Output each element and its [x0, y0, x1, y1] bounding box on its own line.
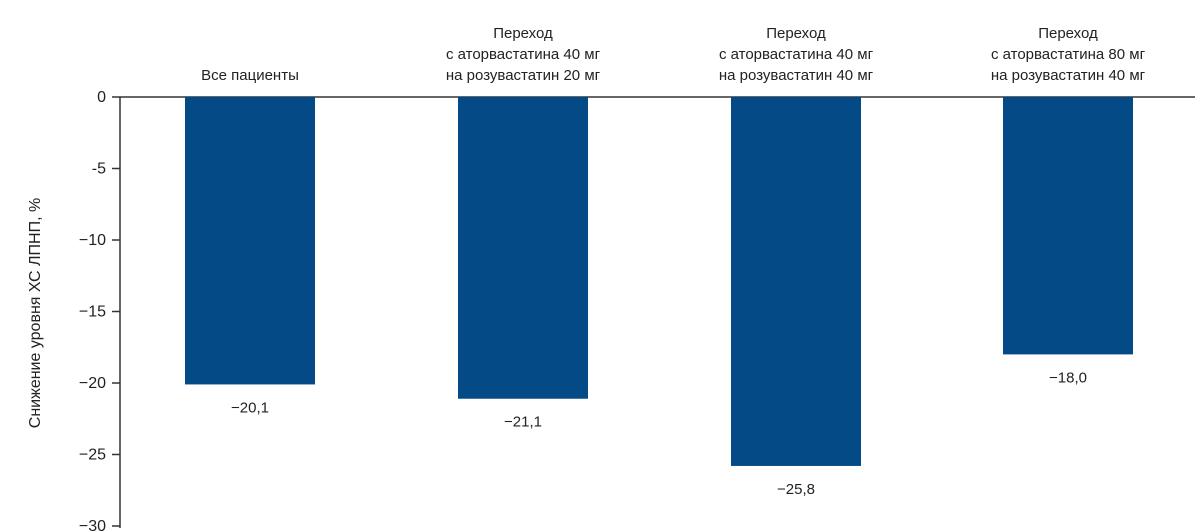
- category-label: Все пациенты: [201, 67, 299, 84]
- y-tick-label: −10: [79, 232, 106, 249]
- category-label: Переход с аторвастатина 40 мг на розуваста…: [446, 25, 601, 84]
- bar-value-label: −18,0: [1049, 369, 1087, 386]
- y-axis-title: Снижение уровня ХС ЛПНП, %: [27, 198, 44, 428]
- category-label: Переход с аторвастатина 80 мг на розуваста…: [991, 25, 1146, 84]
- y-tick-label: −15: [79, 304, 106, 321]
- y-tick-label: −30: [79, 518, 106, 531]
- bars: [185, 97, 1133, 466]
- category-labels: Все пациенты Переход с аторвастатина 40 мг…: [201, 25, 1145, 84]
- category-label: Переход с аторвастатина 40 мг на розуваста…: [719, 25, 874, 84]
- y-tick-label: -5: [92, 161, 106, 178]
- bar: [1003, 97, 1133, 355]
- y-tick-label: 0: [97, 89, 106, 106]
- bar: [185, 97, 315, 385]
- value-labels: −20,1 −21,1 −25,8 −18,0: [231, 369, 1087, 498]
- bar: [731, 97, 861, 466]
- y-tick-label: −25: [79, 447, 106, 464]
- bar: [458, 97, 588, 399]
- bar-value-label: −20,1: [231, 399, 269, 416]
- y-tick-label: −20: [79, 375, 106, 392]
- bar-value-label: −25,8: [777, 481, 815, 498]
- bar-value-label: −21,1: [504, 414, 542, 431]
